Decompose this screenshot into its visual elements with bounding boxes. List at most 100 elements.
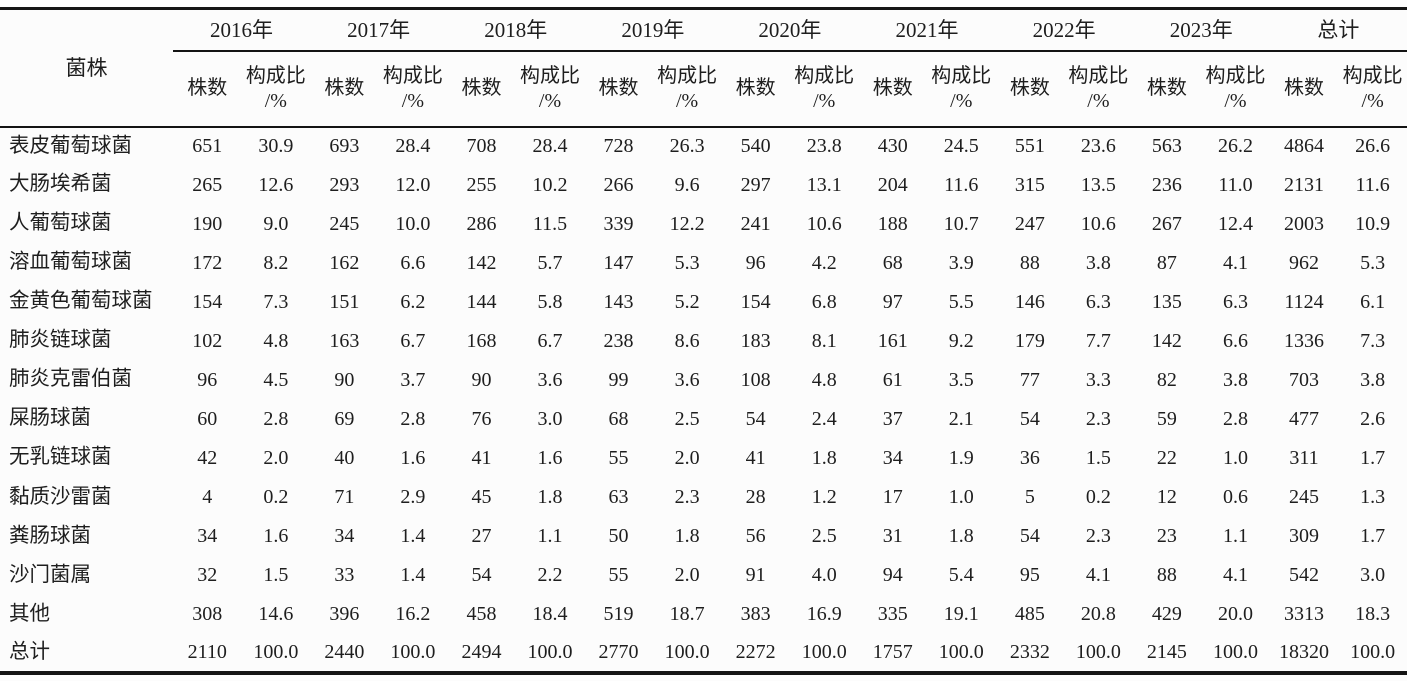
table-cell: 14.6 — [258, 602, 294, 625]
table-cell: 2110 — [187, 640, 227, 663]
table-cell: 143 — [603, 290, 634, 313]
year-group-header: 总计 — [1269, 8, 1407, 52]
table-cell: 4.8 — [263, 329, 289, 352]
table-cell: 430 — [877, 135, 908, 158]
table-cell: 50 — [608, 524, 629, 547]
table-cell: 6.3 — [1085, 290, 1111, 313]
table-cell: 142 — [466, 251, 497, 274]
table-cell: 540 — [740, 135, 771, 158]
table-row: 金黄色葡萄球菌 154 7.3 151 6.2 144 5.8 143 5.2 154 6.8 97 5… — [0, 283, 1407, 322]
table-cell: 190 — [192, 212, 223, 235]
table-cell: 16.2 — [395, 602, 431, 625]
table-cell: 308 — [192, 602, 223, 625]
table-cell: 10.6 — [1080, 212, 1116, 235]
count-subheader: 株数 — [995, 50, 1065, 128]
year-header-row: 菌株 2016年 2017年 2018年 2019年 2020年 2021年 2022年 20… — [0, 8, 1407, 128]
table-cell: 41 — [471, 446, 492, 469]
table-cell: 4 — [202, 485, 213, 508]
strain-name-cell: 肺炎克雷伯菌 — [9, 368, 132, 391]
table-cell: 2.8 — [400, 407, 426, 430]
table-cell: 18320 — [1279, 640, 1330, 663]
strain-distribution-table: 菌株 2016年 2017年 2018年 2019年 2020年 2021年 2022年 20… — [0, 7, 1407, 675]
table-cell: 7.3 — [1360, 329, 1386, 352]
table-cell: 60 — [197, 407, 218, 430]
table-cell: 2494 — [461, 640, 502, 663]
table-cell: 88 — [1019, 251, 1040, 274]
table-cell: 2.1 — [948, 407, 974, 430]
table-cell: 30.9 — [258, 135, 294, 158]
count-subheader: 株数 — [584, 50, 653, 128]
table-cell: 1.2 — [811, 485, 837, 508]
table-cell: 54 — [745, 407, 766, 430]
count-subheader: 株数 — [1132, 50, 1202, 128]
table-cell: 3.6 — [674, 368, 700, 391]
table-cell: 183 — [740, 329, 771, 352]
table-cell: 63 — [608, 485, 629, 508]
table-cell: 10.0 — [395, 212, 431, 235]
table-cell: 163 — [329, 329, 360, 352]
table-cell: 0.2 — [1085, 485, 1111, 508]
table-cell: 17 — [882, 485, 903, 508]
table-cell: 20.8 — [1080, 602, 1116, 625]
table-cell: 3313 — [1284, 602, 1325, 625]
table-cell: 100.0 — [1212, 640, 1258, 663]
table-cell: 3.7 — [400, 368, 426, 391]
ratio-subheader: 构成比/% — [1201, 50, 1270, 128]
table-cell: 5.2 — [674, 290, 700, 313]
count-subheader: 株数 — [310, 50, 379, 128]
table-cell: 1124 — [1284, 290, 1324, 313]
table-cell: 1.5 — [1085, 446, 1111, 469]
table-cell: 563 — [1151, 135, 1182, 158]
table-cell: 485 — [1014, 602, 1045, 625]
ratio-subheader: 构成比/% — [241, 50, 311, 128]
table-cell: 11.6 — [944, 173, 979, 196]
strain-name-cell: 肺炎链球菌 — [9, 329, 112, 352]
table-cell: 315 — [1014, 173, 1045, 196]
table-cell: 703 — [1289, 368, 1320, 391]
ratio-subheader: 构成比/% — [515, 50, 585, 128]
table-cell: 11.5 — [532, 212, 568, 235]
table-row: 黏质沙雷菌 4 0.2 71 2.9 45 1.8 63 2.3 28 1.2 17 1.0 5 0.2 12… — [0, 478, 1407, 517]
table-cell: 2.3 — [674, 485, 700, 508]
table-row: 肺炎克雷伯菌 96 4.5 90 3.7 90 3.6 99 3.6 108 4.8 61 3.5 77 3… — [0, 361, 1407, 400]
table-cell: 236 — [1151, 173, 1182, 196]
strain-name-cell: 表皮葡萄球菌 — [9, 134, 132, 157]
table-cell: 161 — [877, 329, 908, 352]
ratio-subheader: 构成比/% — [652, 50, 722, 128]
table-cell: 2.8 — [1222, 407, 1248, 430]
table-cell: 3.3 — [1085, 368, 1111, 391]
table-row: 无乳链球菌 42 2.0 40 1.6 41 1.6 55 2.0 41 1.8 34 1.9 36 1.5… — [0, 439, 1407, 478]
table-cell: 24.5 — [943, 135, 979, 158]
table-cell: 87 — [1156, 251, 1177, 274]
count-subheader: 株数 — [173, 50, 242, 128]
table-cell: 4.5 — [263, 368, 289, 391]
table-cell: 2770 — [598, 640, 639, 663]
table-cell: 0.6 — [1222, 485, 1248, 508]
ratio-subheader: 构成比/% — [927, 50, 996, 128]
table-cell: 18.3 — [1355, 602, 1391, 625]
table-cell: 4.8 — [811, 368, 837, 391]
table-cell: 23 — [1156, 524, 1177, 547]
table-cell: 1.4 — [400, 524, 426, 547]
table-row: 屎肠球菌 60 2.8 69 2.8 76 3.0 68 2.5 54 2.4 37 2.1 54 2.3 5… — [0, 400, 1407, 439]
table-cell: 0.2 — [263, 485, 289, 508]
table-cell: 12.4 — [1217, 212, 1253, 235]
table-cell: 151 — [329, 290, 360, 313]
table-cell: 2.8 — [263, 407, 289, 430]
table-cell: 551 — [1014, 135, 1045, 158]
table-cell: 339 — [603, 212, 634, 235]
table-row: 粪肠球菌 34 1.6 34 1.4 27 1.1 50 1.8 56 2.5 31 1.8 54 2.3 2… — [0, 517, 1407, 556]
table-cell: 1757 — [872, 640, 913, 663]
table-cell: 27 — [471, 524, 492, 547]
table-cell: 4.2 — [811, 251, 837, 274]
table-cell: 4.1 — [1222, 251, 1248, 274]
table-cell: 10.2 — [532, 173, 568, 196]
table-cell: 100.0 — [253, 640, 299, 663]
table-cell: 41 — [745, 446, 766, 469]
table-cell: 23.8 — [806, 135, 842, 158]
table-cell: 6.3 — [1222, 290, 1248, 313]
table-cell: 108 — [740, 368, 771, 391]
table-cell: 100.0 — [390, 640, 436, 663]
table-cell: 32 — [197, 563, 218, 586]
